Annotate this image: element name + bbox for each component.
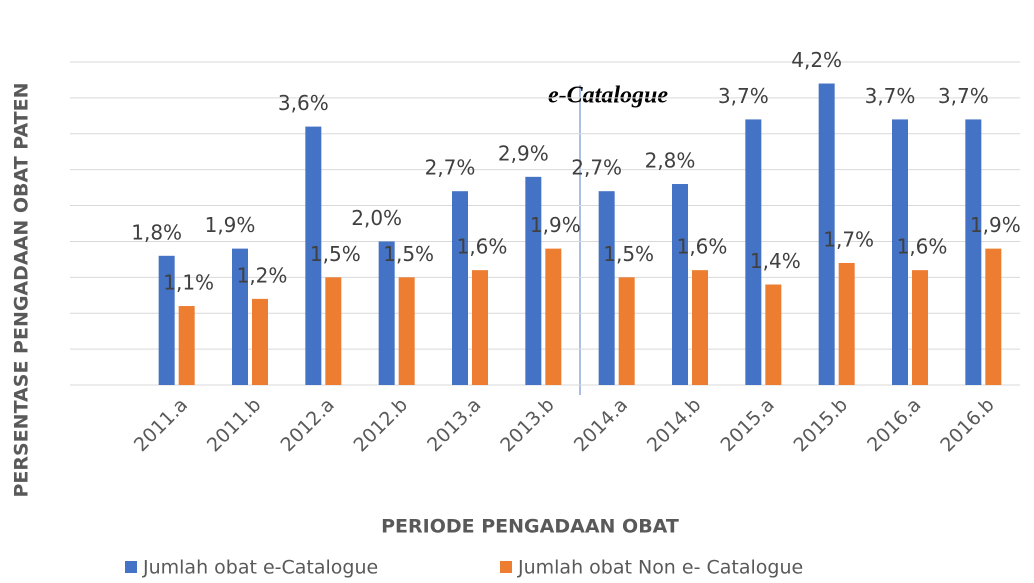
data-label: 3,7% (718, 84, 769, 108)
legend-swatch (500, 561, 512, 573)
data-label: 3,7% (865, 84, 916, 108)
data-label: 2,0% (351, 206, 402, 230)
data-label: 2,8% (645, 149, 696, 173)
data-label: 4,2% (791, 48, 842, 72)
bar (892, 119, 908, 385)
x-tick-label: 2016.b (936, 394, 999, 457)
x-tick-label: 2013.b (496, 394, 559, 457)
legend-label: Jumlah obat e-Catalogue (142, 557, 378, 579)
data-label: 1,9% (970, 213, 1021, 237)
data-label: 1,5% (310, 242, 361, 266)
bar (545, 248, 562, 385)
x-tick-label: 2011.a (130, 394, 192, 456)
x-tick-label: 2015.b (790, 394, 853, 457)
bar (178, 306, 195, 385)
bar (305, 126, 322, 385)
bar (525, 176, 542, 385)
x-tick-label: 2012.b (350, 394, 413, 457)
data-label: 3,7% (938, 84, 989, 108)
legend-label: Jumlah obat Non e- Catalogue (517, 557, 803, 579)
bar (965, 119, 982, 385)
x-tick-label: 2016.a (863, 394, 925, 456)
bar (472, 270, 488, 385)
x-tick-label: 2013.a (423, 394, 485, 456)
y-axis-title: PERSENTASE PENGADAAN OBAT PATEN (11, 82, 33, 497)
bar (745, 119, 762, 385)
data-label: 1,6% (897, 235, 948, 259)
x-tick-label: 2014.a (570, 394, 632, 456)
annotation: e-Catalogue (548, 83, 668, 109)
bar (398, 277, 415, 385)
bar (378, 241, 395, 385)
data-label: 1,4% (750, 249, 801, 273)
bar (985, 248, 1002, 385)
data-label: 1,2% (237, 263, 288, 287)
bar (232, 248, 248, 385)
bar (158, 255, 175, 385)
data-label: 1,7% (823, 227, 874, 251)
bar (692, 270, 708, 385)
bar (252, 298, 268, 385)
data-label: 1,9% (530, 213, 581, 237)
bar (598, 191, 615, 385)
legend-swatch (125, 561, 137, 573)
bar (672, 184, 688, 385)
bar (325, 277, 342, 385)
data-label: 1,6% (677, 235, 728, 259)
data-label: 1,5% (383, 242, 434, 266)
x-tick-label: 2014.b (643, 394, 706, 457)
x-tick-label: 2012.a (276, 394, 338, 456)
data-label: 1,6% (457, 235, 508, 259)
x-tick-label: 2015.a (716, 394, 778, 456)
x-axis-title: PERIODE PENGADAAN OBAT (381, 516, 679, 538)
data-label: 2,9% (498, 141, 549, 165)
bar (838, 262, 855, 385)
bar (618, 277, 635, 385)
data-label: 3,6% (278, 91, 329, 115)
bar (765, 284, 782, 385)
data-label: 1,5% (603, 242, 654, 266)
data-label: 1,8% (131, 220, 182, 244)
bar (818, 83, 835, 386)
x-tick-label: 2011.b (203, 394, 266, 457)
bar (912, 270, 928, 385)
data-label: 2,7% (425, 156, 476, 180)
data-label: 1,1% (163, 271, 214, 295)
bar (452, 191, 468, 385)
data-label: 1,9% (205, 213, 256, 237)
data-label: 2,7% (571, 156, 622, 180)
